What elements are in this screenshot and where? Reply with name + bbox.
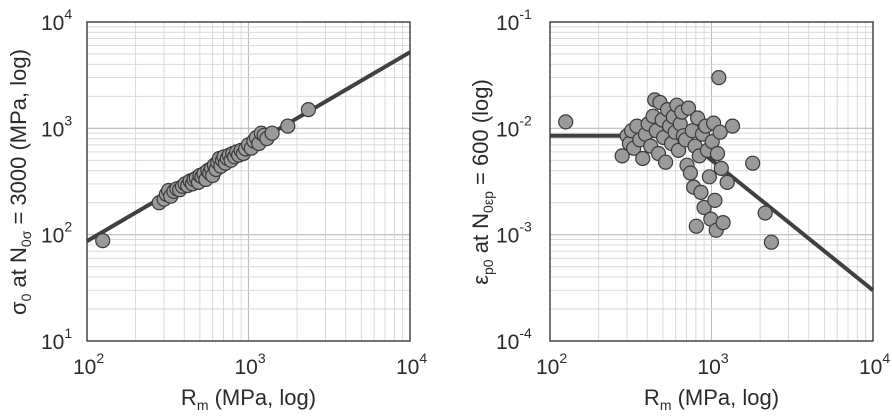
label-symbol: ε — [468, 275, 493, 285]
data-point — [264, 125, 280, 141]
label-main: R — [181, 385, 197, 410]
label-subscript: m — [660, 397, 672, 413]
tick-exponent: -4 — [519, 325, 532, 341]
data-point — [693, 184, 709, 200]
x-axis-label: Rm (MPa, log) — [644, 385, 779, 413]
data-point — [696, 199, 712, 216]
tick-base: 10 — [41, 225, 64, 248]
tick-exponent: 4 — [64, 6, 72, 22]
y-tick-label: 101 — [41, 325, 72, 354]
tick-base: 10 — [698, 356, 721, 379]
x-tick-label: 102 — [536, 350, 567, 379]
y-tick-label: 10-4 — [496, 325, 532, 354]
data-point — [635, 150, 651, 167]
tick-base: 10 — [41, 118, 64, 141]
tick-base: 10 — [41, 12, 64, 35]
data-point — [670, 142, 687, 158]
tick-exponent: 4 — [882, 350, 890, 366]
x-axis-label: Rm (MPa, log) — [181, 385, 316, 413]
grid — [87, 22, 410, 341]
x-tick-label: 103 — [698, 350, 729, 379]
x-tick-label: 102 — [73, 350, 104, 379]
tick-exponent: 3 — [64, 112, 72, 128]
data-point — [682, 165, 699, 181]
tick-base: 10 — [41, 331, 64, 354]
data-point — [711, 69, 727, 86]
label-rest: = 3000 (MPa, log) — [6, 49, 31, 231]
tick-exponent: 2 — [64, 219, 72, 235]
tick-exponent: 1 — [64, 325, 72, 341]
label-subscript: 0 — [18, 293, 34, 301]
y-tick-label: 104 — [41, 6, 72, 35]
x-tick-label: 104 — [859, 350, 890, 379]
grid — [550, 22, 873, 341]
tick-base: 10 — [235, 356, 258, 379]
data-point — [657, 154, 674, 170]
y-tick-label: 10-3 — [496, 219, 532, 248]
tick-exponent: 4 — [419, 350, 427, 366]
tick-exponent: 2 — [96, 350, 104, 366]
data-point — [688, 218, 704, 234]
y-axis-label: εp0 at N0εp = 600 (log) — [468, 79, 496, 285]
data-points — [558, 69, 780, 250]
data-point — [719, 174, 735, 190]
tick-exponent: -1 — [519, 6, 532, 22]
tick-base: 10 — [396, 356, 419, 379]
tick-exponent: -3 — [519, 219, 532, 235]
label-rest: (MPa, log) — [671, 385, 779, 410]
y-axis-label: σ0 at N0σ = 3000 (MPa, log) — [6, 49, 34, 315]
y-tick-label: 10-2 — [496, 112, 532, 141]
label-main: R — [644, 385, 660, 410]
tick-base: 10 — [496, 118, 519, 141]
data-point — [712, 124, 728, 140]
label-middle: at N — [468, 213, 493, 259]
data-point — [707, 192, 723, 208]
tick-exponent: 3 — [721, 350, 729, 366]
tick-exponent: 2 — [559, 350, 567, 366]
data-point — [280, 118, 296, 134]
label-subscript: 0σ — [18, 230, 34, 247]
data-points — [95, 101, 316, 249]
y-tick-label: 102 — [41, 219, 72, 248]
data-point — [95, 233, 111, 249]
label-middle: at N — [6, 247, 31, 293]
tick-base: 10 — [496, 12, 519, 35]
data-point — [745, 155, 761, 171]
data-point — [757, 205, 773, 221]
x-tick-label: 103 — [235, 350, 266, 379]
label-subscript: m — [197, 397, 209, 413]
data-point — [680, 100, 697, 116]
x-tick-label: 104 — [396, 350, 427, 379]
tick-base: 10 — [536, 356, 559, 379]
plot-frame — [86, 21, 411, 342]
label-rest: = 600 (log) — [468, 79, 493, 191]
tick-exponent: 3 — [258, 350, 266, 366]
data-point — [709, 145, 726, 162]
data-point — [614, 148, 630, 164]
tick-base: 10 — [496, 225, 519, 248]
label-symbol: σ — [6, 301, 31, 315]
data-point — [713, 160, 729, 176]
tick-base: 10 — [73, 356, 96, 379]
label-subscript: 0εp — [480, 191, 496, 213]
data-point — [763, 234, 780, 250]
data-point — [724, 118, 741, 134]
data-point — [715, 215, 731, 231]
label-rest: (MPa, log) — [208, 385, 316, 410]
tick-base: 10 — [859, 356, 882, 379]
tick-base: 10 — [496, 331, 519, 354]
data-point — [300, 101, 316, 118]
plot-frame — [549, 21, 874, 342]
tick-exponent: -2 — [519, 112, 532, 128]
y-tick-label: 103 — [41, 112, 72, 141]
label-subscript: p0 — [480, 259, 496, 275]
y-tick-label: 10-1 — [496, 6, 532, 35]
data-point — [701, 169, 718, 185]
data-point — [558, 114, 574, 130]
